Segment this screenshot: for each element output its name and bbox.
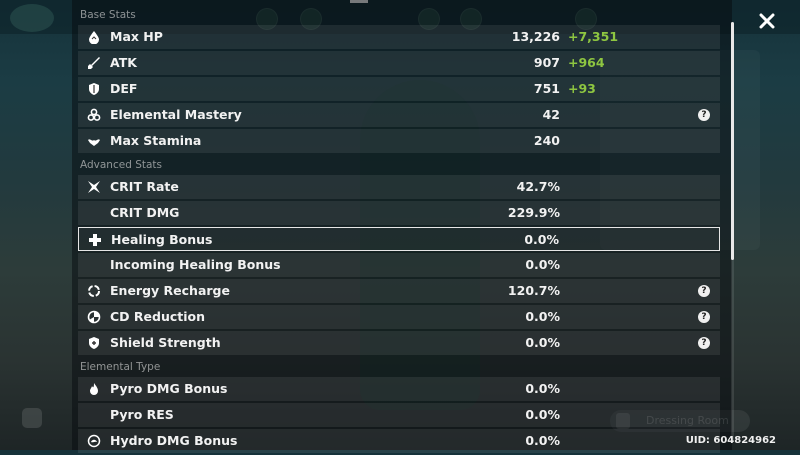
stat-bonus: +7,351 <box>568 29 619 44</box>
help-icon[interactable]: ? <box>698 311 710 323</box>
attributes-panel <box>72 0 732 450</box>
stat-value: 13,226 <box>511 29 560 44</box>
stat-row[interactable]: CRIT DMG 229.9% <box>78 201 720 225</box>
stat-value: 907 <box>533 55 560 70</box>
stat-label: CD Reduction <box>110 309 206 324</box>
cd-reduction-icon <box>86 309 102 325</box>
stat-label: Shield Strength <box>110 335 221 350</box>
stat-bonus: +964 <box>568 55 605 70</box>
stat-value: 0.0% <box>525 309 560 324</box>
hydro-icon <box>86 433 102 449</box>
emblem-icon <box>10 4 54 32</box>
elemental-mastery-icon <box>86 107 102 123</box>
stat-value: 120.7% <box>507 283 560 298</box>
stat-row[interactable]: Shield Strength 0.0%? <box>78 331 720 355</box>
stat-label: Hydro DMG Bonus <box>110 433 238 448</box>
stat-value: 0.0% <box>525 335 560 350</box>
stat-value: 0.0% <box>525 407 560 422</box>
shield-icon <box>86 81 102 97</box>
stat-row[interactable]: Pyro RES 0.0% <box>78 403 720 427</box>
stat-value: 42 <box>542 107 560 122</box>
section-header: Advanced Stats <box>80 159 163 171</box>
stat-row[interactable]: DEF 751 +93 <box>78 77 720 101</box>
stat-value: 0.0% <box>525 381 560 396</box>
help-icon[interactable]: ? <box>698 109 710 121</box>
stat-label: DEF <box>110 81 138 96</box>
stat-label: Elemental Mastery <box>110 107 242 122</box>
stat-bonus: +93 <box>568 81 596 96</box>
stat-value: 240 <box>533 133 560 148</box>
shield-strength-icon <box>86 335 102 351</box>
energy-recharge-icon <box>86 283 102 299</box>
pyro-icon <box>86 381 102 397</box>
stat-row[interactable]: Incoming Healing Bonus 0.0% <box>78 253 720 277</box>
stat-row[interactable]: ATK 907 +964 <box>78 51 720 75</box>
stat-value: 0.0% <box>524 232 559 247</box>
stat-label: Incoming Healing Bonus <box>110 257 281 272</box>
help-icon[interactable]: ? <box>698 337 710 349</box>
stat-row[interactable]: Elemental Mastery 42? <box>78 103 720 127</box>
section-header: Base Stats <box>80 9 136 21</box>
stat-label: Healing Bonus <box>111 232 213 247</box>
stat-value: 751 <box>533 81 560 96</box>
stat-row[interactable]: CD Reduction 0.0%? <box>78 305 720 329</box>
stat-row[interactable]: Pyro DMG Bonus 0.0% <box>78 377 720 401</box>
stat-label: CRIT Rate <box>110 179 179 194</box>
stat-row[interactable]: Hydro DMG Bonus 0.0% <box>78 429 720 453</box>
stat-label: Max HP <box>110 29 163 44</box>
scrollbar-thumb[interactable] <box>731 22 734 260</box>
healing-cross-icon <box>87 232 103 248</box>
stat-value: 229.9% <box>507 205 560 220</box>
crit-icon <box>86 179 102 195</box>
stat-label: Pyro RES <box>110 407 174 422</box>
sword-icon <box>86 55 102 71</box>
stat-label: Max Stamina <box>110 133 202 148</box>
close-button[interactable] <box>756 10 778 32</box>
stat-label: Pyro DMG Bonus <box>110 381 228 396</box>
stamina-icon <box>86 133 102 149</box>
stat-label: CRIT DMG <box>110 205 180 220</box>
stat-row[interactable]: Max HP 13,226 +7,351 <box>78 25 720 49</box>
section-header: Elemental Type <box>80 361 161 373</box>
close-icon <box>759 13 775 29</box>
stat-row[interactable]: Healing Bonus 0.0% <box>78 227 720 251</box>
hp-drop-icon <box>86 29 102 45</box>
stat-value: 0.0% <box>525 257 560 272</box>
stat-row[interactable]: Energy Recharge 120.7%? <box>78 279 720 303</box>
stat-row[interactable]: CRIT Rate 42.7% <box>78 175 720 199</box>
stat-value: 42.7% <box>516 179 560 194</box>
menu-grid-icon <box>22 408 42 428</box>
uid-label: UID: 604824962 <box>685 435 776 446</box>
stat-label: ATK <box>110 55 137 70</box>
help-icon[interactable]: ? <box>698 285 710 297</box>
stat-label: Energy Recharge <box>110 283 230 298</box>
stat-row[interactable]: Max Stamina 240 <box>78 129 720 153</box>
stat-list: Base Stats Max HP 13,226 +7,351 ATK 907 +964 DE… <box>78 5 720 455</box>
stat-value: 0.0% <box>525 433 560 448</box>
